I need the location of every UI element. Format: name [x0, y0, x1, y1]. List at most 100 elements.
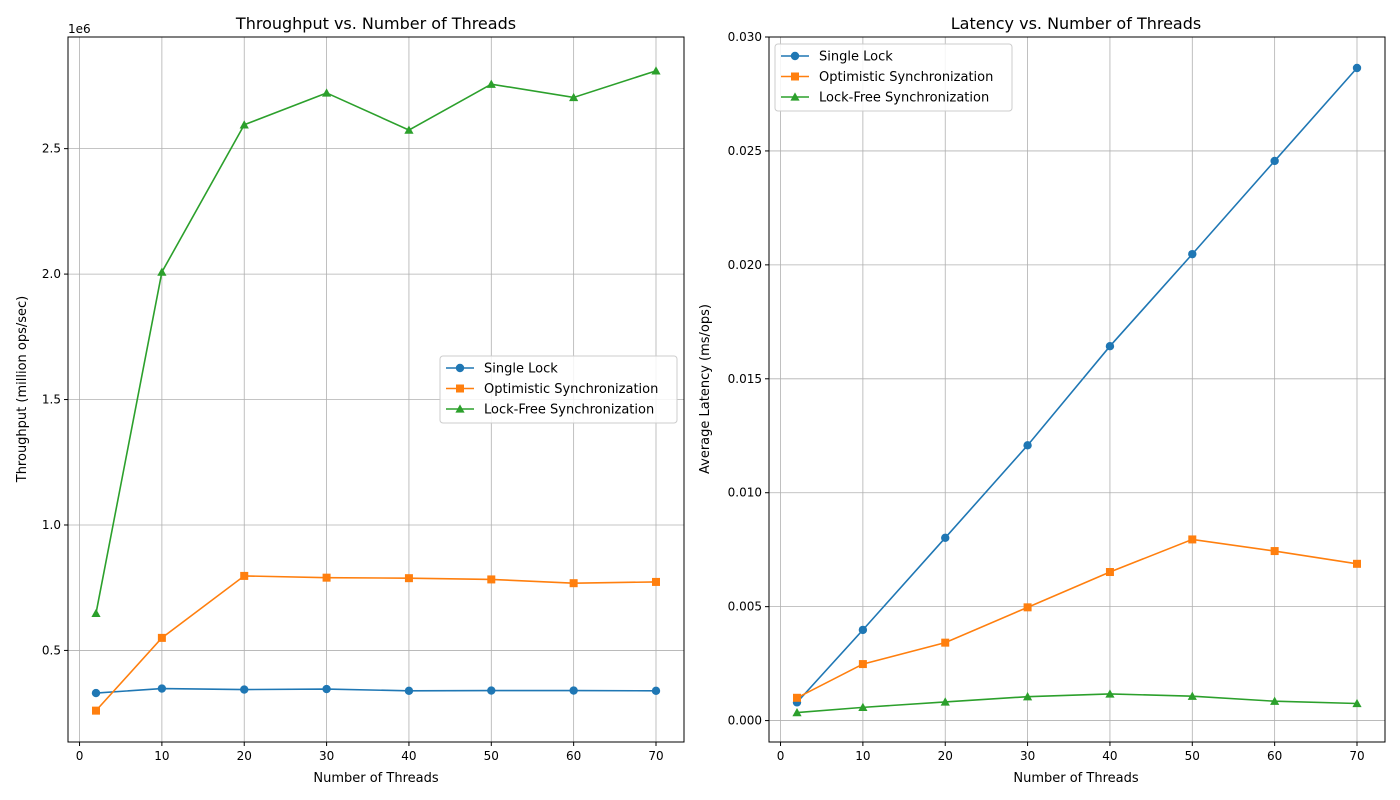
- latency-x-tick-label: 40: [1102, 749, 1117, 763]
- throughput-single-lock-point: [487, 686, 496, 695]
- throughput-optimistic-synchronization-point: [240, 571, 249, 580]
- throughput-legend: Single Lock Optimistic Synchronization Loc…: [439, 355, 678, 424]
- latency-single-lock-point: [1270, 156, 1279, 166]
- latency-optimistic-synchronization-point: [941, 638, 950, 647]
- latency-optimistic-synchronization-point: [1270, 547, 1279, 556]
- latency-single-lock-point: [1188, 249, 1197, 259]
- latency-x-tick-label: 60: [1267, 749, 1282, 763]
- latency-lock-free-synchronization-point: [940, 697, 950, 706]
- throughput-lock-free-synchronization-point: [404, 125, 414, 134]
- throughput-lock-free-synchronization-point: [239, 120, 249, 129]
- latency-legend-optimistic-synchronization-marker: [791, 72, 799, 81]
- throughput-lock-free-synchronization-point: [321, 88, 332, 97]
- latency-optimistic-synchronization-point: [1023, 603, 1032, 612]
- throughput-lock-free-synchronization-line: [95, 70, 657, 614]
- latency-legend-lock-free-synchronization-marker: [790, 92, 800, 101]
- latency-series: [792, 63, 1362, 717]
- latency-lock-free-synchronization-point: [1105, 689, 1115, 698]
- latency-y-tick-label: 0.010: [728, 486, 762, 500]
- latency-y-tick-label: 0.030: [728, 30, 762, 44]
- latency-x-tick-label: 10: [855, 749, 870, 763]
- throughput-single-lock-point: [322, 684, 331, 694]
- throughput-offset-label: 1e6: [68, 22, 91, 36]
- throughput-legend-lock-free-synchronization-marker: [455, 404, 465, 413]
- throughput-y-tick-label: 2.5: [42, 142, 61, 156]
- latency-optimistic-synchronization-point: [793, 693, 801, 702]
- throughput-series: [91, 66, 661, 715]
- throughput-lock-free-synchronization-point: [91, 608, 101, 617]
- latency-optimistic-synchronization-point: [1188, 535, 1197, 544]
- latency-x-tick-label: 30: [1020, 749, 1035, 763]
- throughput-optimistic-synchronization-point: [92, 706, 100, 715]
- throughput-y-tick-label: 1.5: [42, 393, 61, 407]
- latency-single-lock-point: [1023, 441, 1032, 450]
- latency-y-tick-label: 0.015: [728, 372, 762, 386]
- latency-y-tick-label: 0.000: [728, 714, 762, 728]
- throughput-optimistic-synchronization-point: [569, 579, 578, 588]
- latency-lock-free-synchronization-point: [1187, 691, 1197, 700]
- throughput-ticks: 0 10 20 30 40 50 60 70 0.5 1.0 1.5 2.0 2.5: [42, 142, 664, 763]
- latency-x-tick-label: 0: [777, 749, 785, 763]
- throughput-single-lock-point: [157, 684, 167, 693]
- throughput-single-lock-line: [95, 687, 657, 694]
- throughput-x-tick-label: 20: [237, 749, 252, 763]
- latency-optimistic-synchronization-point: [858, 660, 867, 669]
- latency-legend-optimistic-synchronization-label: Optimistic Synchronization: [819, 70, 993, 85]
- throughput-legend-single-lock-label: Single Lock: [484, 362, 558, 377]
- latency-single-lock-line: [796, 67, 1358, 703]
- throughput-lock-free-synchronization-point: [569, 92, 579, 102]
- throughput-single-lock-point: [569, 686, 578, 695]
- throughput-y-tick-label: 2.0: [42, 267, 61, 281]
- latency-chart: 0 10 20 30 40 50 60 70 0.000 0.005 0.010 0.015 0.020…: [698, 14, 1386, 786]
- throughput-legend-lock-free-synchronization-label: Lock-Free Synchronization: [484, 403, 654, 418]
- throughput-x-tick-label: 40: [401, 749, 416, 763]
- latency-legend-lock-free-synchronization-label: Lock-Free Synchronization: [819, 91, 989, 106]
- throughput-y-tick-label: 1.0: [42, 518, 61, 532]
- throughput-legend-single-lock-marker: [455, 363, 465, 373]
- latency-y-tick-label: 0.025: [728, 144, 762, 158]
- latency-single-lock-point: [858, 625, 868, 635]
- throughput-x-tick-label: 50: [484, 749, 499, 763]
- latency-single-lock-point: [1352, 63, 1362, 73]
- throughput-lock-free-synchronization-point: [486, 79, 496, 88]
- throughput-optimistic-synchronization-point: [157, 633, 166, 642]
- latency-legend-single-lock-label: Single Lock: [819, 50, 893, 65]
- throughput-optimistic-synchronization-point: [652, 577, 660, 586]
- latency-optimistic-synchronization-point: [1353, 559, 1361, 568]
- throughput-x-axis-label: Number of Threads: [313, 771, 438, 786]
- throughput-lock-free-synchronization-point: [651, 66, 661, 75]
- latency-legend: Single Lock Optimistic Synchronization Loc…: [774, 43, 1013, 112]
- throughput-legend-box: [439, 355, 678, 424]
- throughput-single-lock-point: [240, 685, 249, 694]
- latency-single-lock-point: [1105, 342, 1115, 351]
- latency-grid: [769, 36, 1385, 742]
- throughput-x-tick-label: 30: [319, 749, 334, 763]
- throughput-optimistic-synchronization-point: [487, 575, 496, 584]
- latency-lock-free-synchronization-line: [796, 693, 1358, 714]
- latency-y-tick-label: 0.020: [728, 258, 762, 272]
- latency-legend-single-lock-marker: [790, 51, 800, 61]
- latency-legend-box: [774, 43, 1013, 112]
- latency-x-tick-label: 70: [1349, 749, 1364, 763]
- throughput-single-lock-point: [651, 686, 661, 696]
- throughput-optimistic-synchronization-line: [95, 575, 657, 712]
- throughput-single-lock-point: [91, 688, 101, 698]
- latency-x-tick-label: 20: [938, 749, 953, 763]
- throughput-lock-free-synchronization-point: [157, 267, 167, 276]
- latency-ticks: 0 10 20 30 40 50 60 70 0.000 0.005 0.010 0.015 0.020…: [728, 30, 1365, 763]
- latency-x-axis-label: Number of Threads: [1013, 771, 1138, 786]
- throughput-optimistic-synchronization-point: [404, 574, 413, 583]
- latency-lock-free-synchronization-point: [1270, 696, 1280, 705]
- latency-x-tick-label: 50: [1185, 749, 1200, 763]
- latency-y-axis-label: Average Latency (ms/ops): [698, 304, 713, 474]
- latency-lock-free-synchronization-point: [1352, 698, 1362, 708]
- latency-lock-free-synchronization-point: [858, 702, 868, 712]
- latency-optimistic-synchronization-line: [796, 538, 1358, 699]
- latency-lock-free-synchronization-point: [1022, 692, 1033, 701]
- throughput-x-tick-label: 0: [76, 749, 84, 763]
- latency-axes-frame: [768, 36, 1386, 743]
- latency-y-tick-label: 0.005: [728, 600, 762, 614]
- latency-single-lock-point: [941, 533, 950, 543]
- throughput-single-lock-point: [404, 686, 414, 696]
